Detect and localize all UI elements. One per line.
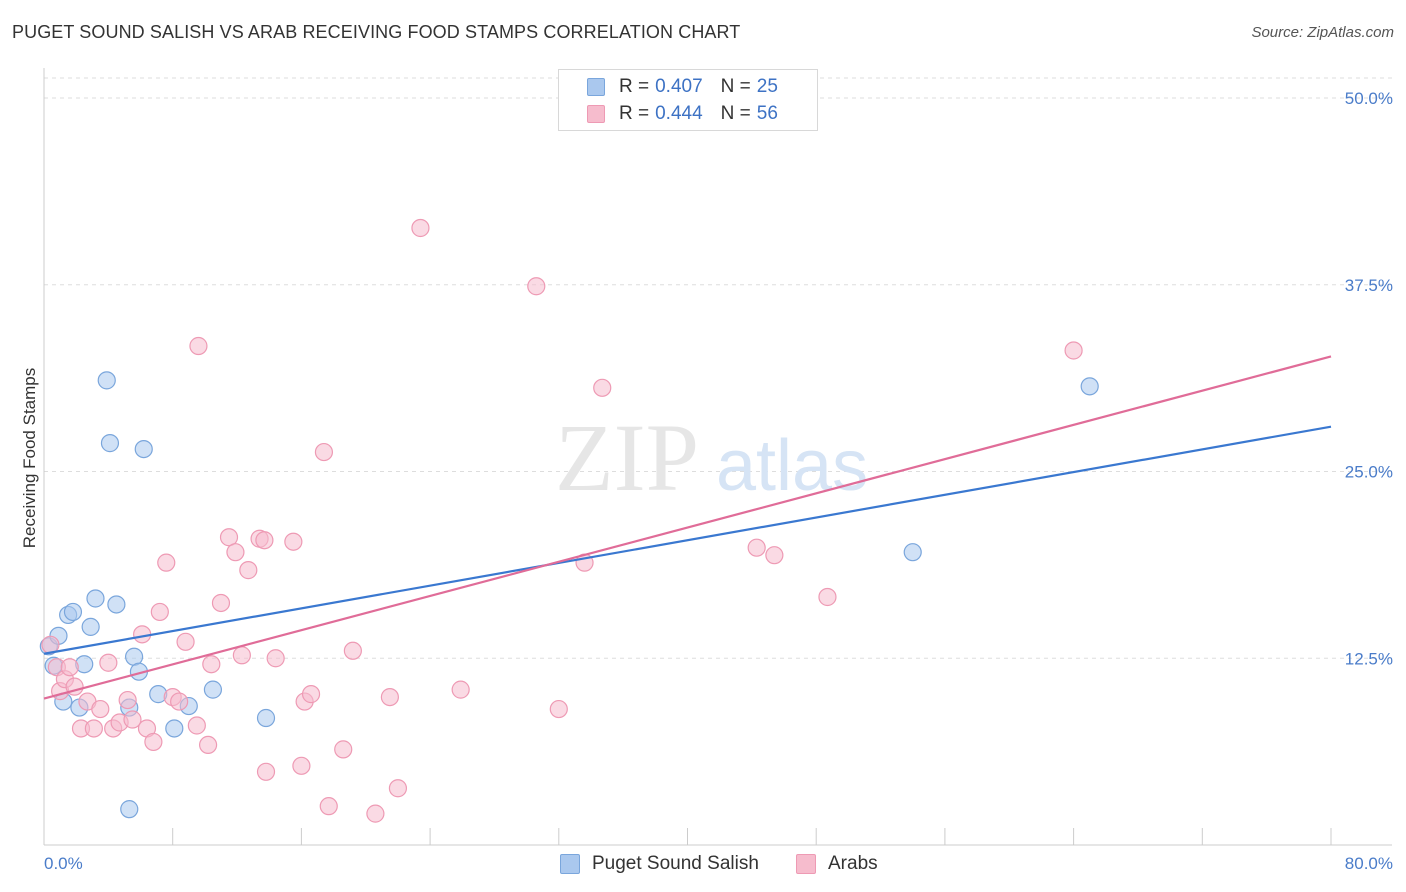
puget-point (97, 371, 116, 390)
watermark-zip: ZIP (555, 404, 699, 511)
arab-trend-line (43, 355, 1332, 700)
chart-title: PUGET SOUND SALISH VS ARAB RECEIVING FOO… (12, 22, 741, 42)
arab-point (527, 277, 546, 296)
points-layer (39, 218, 1099, 823)
puget-point (107, 595, 126, 614)
arab-point (411, 218, 430, 238)
arab-point (266, 649, 285, 668)
legend-r-value: 0.444 (655, 103, 703, 124)
arab-point (366, 804, 385, 823)
arab-point (451, 680, 470, 699)
arab-point (314, 442, 334, 462)
arab-point (765, 546, 784, 565)
puget-trend-line (43, 425, 1332, 655)
arab-point (549, 699, 568, 719)
bottom-swatch-pink (796, 854, 816, 874)
legend-swatch-blue (587, 78, 605, 96)
legend-r-value: 0.407 (655, 76, 703, 97)
y-axis-label: Receiving Food Stamps (20, 368, 39, 548)
puget-point (203, 680, 223, 699)
arab-point (256, 762, 276, 781)
bottom-legend-puget: Puget Sound Salish (560, 852, 759, 876)
arab-point (189, 336, 208, 356)
arab-point (747, 538, 766, 557)
legend-row-puget: R = 0.407 N = 25 (587, 75, 778, 99)
arab-point (226, 543, 245, 562)
arab-point (219, 528, 239, 547)
arab-point (343, 641, 362, 660)
arab-point (292, 756, 311, 775)
arab-point (150, 602, 169, 622)
arab-point (593, 378, 612, 397)
axis-layer: 12.5% 25.0% 37.5% 50.0% 0.0% 80.0% (43, 68, 1393, 873)
y-tick-label: 12.5% (1345, 649, 1393, 668)
puget-point (134, 439, 153, 459)
bottom-legend-arabs: Arabs (796, 852, 878, 876)
arab-point (255, 531, 274, 550)
arab-point (170, 692, 189, 711)
legend-n-value: 25 (756, 76, 778, 97)
arab-point (284, 532, 303, 551)
arab-point (84, 719, 103, 738)
legend-row-arabs: R = 0.444 N = 56 (587, 102, 778, 126)
y-tick-label: 50.0% (1345, 89, 1393, 108)
arab-point (232, 646, 251, 665)
trend-layer (43, 355, 1332, 700)
watermark: ZIP atlas (555, 404, 868, 511)
arab-point (319, 797, 338, 816)
arab-point (380, 687, 399, 707)
puget-point (63, 602, 83, 622)
puget-point (165, 719, 184, 738)
legend-n-value: 56 (756, 103, 778, 124)
arab-point (239, 561, 258, 580)
legend: R = 0.407 N = 25 R = 0.444 N = 56 (558, 69, 818, 131)
bottom-legend-label: Arabs (828, 853, 878, 874)
arab-point (818, 587, 837, 607)
arab-point (176, 632, 195, 651)
legend-r-label: R = (619, 76, 650, 97)
legend-n-label: N = (720, 103, 751, 124)
arab-point (99, 653, 118, 672)
arab-point (301, 685, 321, 704)
puget-point (86, 589, 105, 608)
puget-point (100, 434, 120, 453)
source-credit: Source: ZipAtlas.com (1251, 24, 1394, 41)
puget-point (903, 543, 922, 562)
arab-point (198, 735, 218, 755)
bottom-legend-label: Puget Sound Salish (592, 853, 759, 874)
arab-point (60, 658, 79, 677)
arab-point (91, 699, 110, 719)
arab-point (187, 716, 206, 735)
watermark-atlas: atlas (716, 426, 868, 506)
x-tick-label-min: 0.0% (44, 854, 83, 873)
arab-point (334, 740, 353, 759)
arab-point (123, 710, 142, 729)
arab-point (388, 779, 408, 798)
puget-point (1080, 377, 1099, 396)
legend-n-label: N = (720, 76, 751, 97)
bottom-swatch-blue (560, 854, 580, 874)
arab-point (1064, 341, 1083, 360)
arab-point (118, 690, 137, 710)
legend-r-label: R = (619, 103, 650, 124)
puget-point (256, 708, 276, 728)
arab-point (144, 732, 163, 752)
legend-swatch-pink (587, 105, 605, 123)
arab-point (202, 655, 221, 674)
puget-point (120, 800, 139, 819)
arab-point (157, 553, 176, 572)
puget-point (81, 617, 100, 636)
x-tick-label-max: 80.0% (1345, 854, 1393, 873)
y-tick-label: 37.5% (1345, 276, 1393, 295)
y-tick-label: 25.0% (1345, 463, 1393, 482)
arab-point (211, 593, 231, 613)
